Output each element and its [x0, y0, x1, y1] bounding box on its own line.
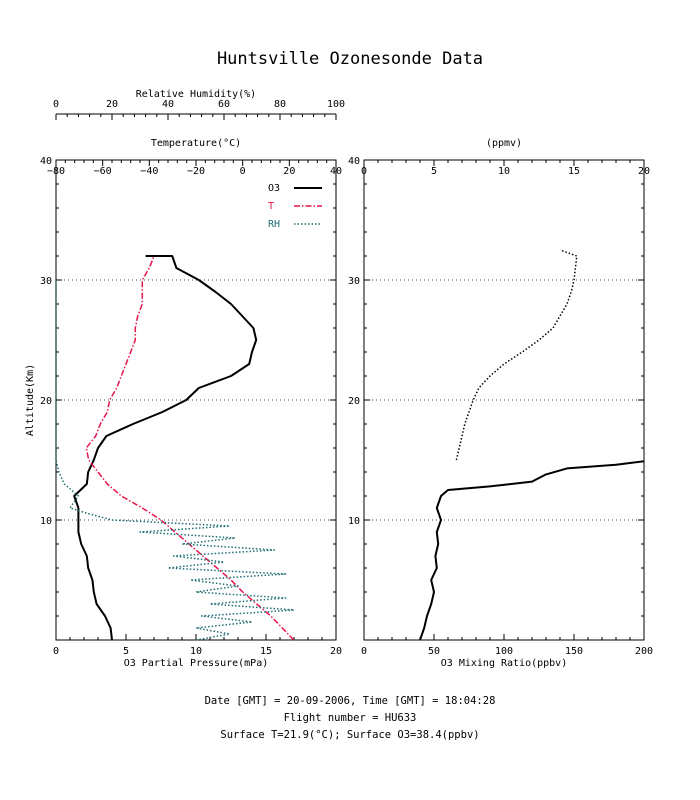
rh-tick-label: 100: [327, 99, 345, 110]
left-series: [55, 255, 295, 641]
temperature-axis-tick-label: 20: [283, 166, 295, 177]
o3-pressure-tick-label: 15: [260, 646, 272, 657]
temperature-axis-tick-label: 40: [330, 166, 342, 177]
legend-label-t: T: [268, 201, 274, 212]
left-y-axis-title: Altitude(Km): [25, 364, 36, 436]
rh-axis-title: Relative Humidity(%): [136, 89, 256, 100]
mixing-ratio-tick-label: 100: [495, 646, 513, 657]
legend-label-o3: O3: [268, 183, 280, 194]
left-x-axis-title: O3 Partial Pressure(mPa): [124, 658, 269, 669]
left-axis-ticks: 10 20 30 40 0 5 10 15 20 −80 −60 −40 −20 0 20 40 0 20 40 60…: [40, 99, 345, 657]
series-t-line: [85, 255, 295, 641]
ppmv-axis-tick-label: 15: [568, 166, 580, 177]
footer-date-time: Date [GMT] = 20-09-2006, Time [GMT] = 18…: [205, 695, 496, 707]
ppmv-axis-tick-label: 5: [431, 166, 437, 177]
rh-tick-label: 60: [218, 99, 230, 110]
o3-pressure-tick-label: 0: [53, 646, 59, 657]
ppmv-axis-tick-label: 0: [361, 166, 367, 177]
o3-pressure-tick-label: 10: [190, 646, 202, 657]
ppmv-axis-title: (ppmv): [486, 138, 522, 149]
right-grid: [364, 279, 644, 521]
o3-pressure-tick-label: 5: [123, 646, 129, 657]
right-series: [419, 249, 645, 641]
legend: O3 T RH: [268, 183, 322, 230]
left-y-tick-label: 40: [40, 156, 52, 167]
temperature-axis-tick-label: −40: [140, 166, 158, 177]
left-y-tick-label: 20: [40, 396, 52, 407]
footer-surface-values: Surface T=21.9(°C); Surface O3=38.4(ppbv…: [220, 729, 479, 741]
rh-tick-label: 40: [162, 99, 174, 110]
o3-pressure-tick-label: 20: [330, 646, 342, 657]
temperature-axis-tick-label: −80: [47, 166, 65, 177]
rh-tick-label: 20: [106, 99, 118, 110]
chart-title: Huntsville Ozonesonde Data: [217, 49, 483, 69]
series-rh-line: [55, 280, 295, 641]
series-mixing-ratio-line-1: [455, 249, 578, 461]
right-y-tick-label: 10: [348, 516, 360, 527]
legend-label-rh: RH: [268, 219, 280, 230]
right-y-tick-label: 20: [348, 396, 360, 407]
mixing-ratio-tick-label: 0: [361, 646, 367, 657]
mixing-ratio-tick-label: 50: [428, 646, 440, 657]
right-y-tick-label: 40: [348, 156, 360, 167]
temperature-axis-tick-label: −20: [187, 166, 205, 177]
rh-tick-label: 80: [274, 99, 286, 110]
footer-flight-number: Flight number = HU633: [284, 712, 417, 724]
left-y-tick-label: 10: [40, 516, 52, 527]
temperature-axis-tick-label: 0: [240, 166, 246, 177]
temperature-axis-tick-label: −60: [94, 166, 112, 177]
right-x-axis-title: O3 Mixing Ratio(ppbv): [441, 658, 567, 669]
rh-tick-label: 0: [53, 99, 59, 110]
left-y-tick-label: 30: [40, 276, 52, 287]
temperature-axis-title: Temperature(°C): [151, 138, 241, 149]
mixing-ratio-tick-label: 200: [635, 646, 653, 657]
ppmv-axis-tick-label: 10: [498, 166, 510, 177]
left-panel: 10 20 30 40 0 5 10 15 20 −80 −60 −40 −20 0 20 40 0 20 40 60…: [25, 89, 345, 669]
ppmv-axis-tick-label: 20: [638, 166, 650, 177]
left-grid: [56, 279, 336, 521]
series-mixing-ratio-line-0: [419, 460, 645, 641]
series-o3-line: [73, 255, 258, 641]
mixing-ratio-tick-label: 150: [565, 646, 583, 657]
right-y-tick-label: 30: [348, 276, 360, 287]
